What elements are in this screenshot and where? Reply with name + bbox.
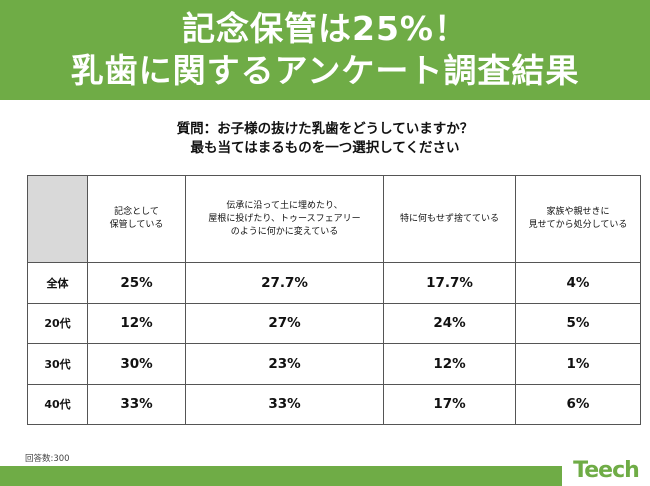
table-cell: 17.7%: [383, 262, 516, 304]
column-header: 伝承に沿って土に埋めたり、屋根に投げたり、トゥースフェアリー のように何かに変えて…: [185, 175, 384, 263]
column-header: 家族や親せきに見せてから処分している: [515, 175, 641, 263]
question-line-1: 質問：お子様の抜けた乳歯をどうしていますか？: [176, 121, 474, 137]
response-count: 回答数:300: [25, 454, 70, 464]
table-row: 全体 25% 27.7% 17.7% 4%: [27, 262, 641, 304]
table-header-row: 記念として保管している 伝承に沿って土に埋めたり、屋根に投げたり、トゥースフェア…: [27, 175, 641, 263]
row-label: 全体: [27, 262, 88, 304]
question-line-2: 最も当てはまるものを一つ選択してください: [190, 140, 460, 156]
column-header-line: 記念として: [114, 207, 159, 217]
logo-text: Teech: [573, 458, 640, 483]
table-cell: 5%: [515, 302, 641, 344]
title-banner: 記念保管は25%！ 乳歯に関するアンケート調査結果: [0, 0, 650, 100]
title-line-1: 記念保管は25%！: [182, 9, 468, 48]
table-cell: 1%: [515, 343, 641, 385]
table-cell: 23%: [185, 343, 384, 385]
column-header-line: のように何かに変えている: [230, 226, 339, 237]
table-row: 30代 30% 23% 12% 1%: [27, 343, 641, 385]
teech-logo: Teech: [562, 456, 650, 486]
title-line-2: 乳歯に関するアンケート調査結果: [70, 51, 580, 90]
table-cell: 25%: [87, 262, 186, 304]
column-header-line: 伝承に沿って土に埋めたり、: [226, 200, 343, 211]
column-header: 特に何もせず捨てている: [383, 175, 516, 263]
table-row: 20代 12% 27% 24% 5%: [27, 302, 641, 344]
question-text: 質問：お子様の抜けた乳歯をどうしていますか？ 最も当てはまるものを一つ選択してく…: [0, 120, 650, 158]
corner-cell: [27, 175, 88, 263]
table-cell: 6%: [515, 383, 641, 425]
table-cell: 27.7%: [185, 262, 384, 304]
row-label: 40代: [27, 383, 88, 425]
table-cell: 12%: [87, 302, 186, 344]
table-cell: 17%: [383, 383, 516, 425]
row-label: 30代: [27, 343, 88, 385]
column-header-line: 屋根に投げたり、トゥースフェアリー: [208, 213, 361, 224]
column-header-line: 特に何もせず捨てている: [399, 213, 499, 224]
column-header-line: 見せてから処分している: [528, 220, 628, 230]
table-row: 40代 33% 33% 17% 6%: [27, 383, 641, 425]
table-cell: 24%: [383, 302, 516, 344]
table-cell: 33%: [87, 383, 186, 425]
table-cell: 30%: [87, 343, 186, 385]
table-cell: 33%: [185, 383, 384, 425]
bottom-bar: [0, 466, 650, 486]
row-label: 20代: [27, 302, 88, 344]
column-header: 記念として保管している: [87, 175, 186, 263]
column-header-line: 家族や親せきに: [546, 207, 610, 217]
table-cell: 4%: [515, 262, 641, 304]
survey-table: 記念として保管している 伝承に沿って土に埋めたり、屋根に投げたり、トゥースフェア…: [27, 175, 641, 425]
table-cell: 27%: [185, 302, 384, 344]
column-header-line: 保管している: [109, 220, 164, 230]
table-cell: 12%: [383, 343, 516, 385]
